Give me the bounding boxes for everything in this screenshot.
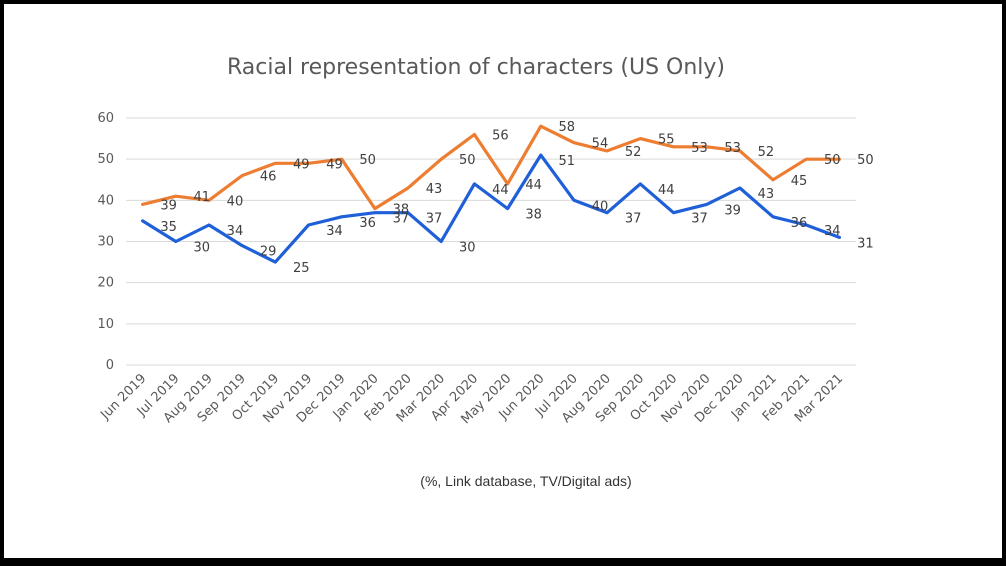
series-line-blue bbox=[141, 153, 842, 264]
chart-subtitle: (%, Link database, TV/Digital ads) bbox=[420, 473, 631, 489]
data-label-orange: 39 bbox=[160, 198, 177, 213]
data-label-orange: 53 bbox=[724, 141, 741, 156]
data-label-orange: 41 bbox=[193, 190, 210, 205]
data-label-orange: 38 bbox=[393, 203, 410, 218]
data-label-blue: 34 bbox=[824, 224, 841, 239]
y-tick-label: 0 bbox=[106, 358, 114, 373]
data-label-orange: 58 bbox=[558, 120, 575, 135]
data-label-orange: 52 bbox=[758, 145, 775, 160]
data-label-orange: 50 bbox=[857, 153, 874, 168]
y-tick-label: 10 bbox=[97, 317, 114, 332]
data-label-blue: 44 bbox=[658, 183, 675, 198]
data-label-blue: 36 bbox=[359, 216, 376, 231]
data-label-blue: 43 bbox=[758, 187, 775, 202]
data-label-orange: 50 bbox=[824, 153, 841, 168]
chart-title: Racial representation of characters (US … bbox=[227, 55, 725, 80]
data-label-orange: 52 bbox=[625, 145, 642, 160]
data-label-blue: 34 bbox=[326, 224, 343, 239]
data-label-blue: 29 bbox=[260, 245, 277, 260]
line-chart: Racial representation of characters (US … bbox=[97, 55, 873, 489]
y-axis: 0 10 20 30 40 50 60 bbox=[97, 111, 114, 373]
data-label-blue: 30 bbox=[193, 241, 210, 256]
data-label-blue: 30 bbox=[459, 241, 476, 256]
data-label-blue: 35 bbox=[160, 220, 177, 235]
data-label-blue: 37 bbox=[426, 212, 443, 227]
data-labels: 39 41 40 46 49 49 50 38 43 50 56 44 58 54 52 55 53 53 52 45… bbox=[160, 120, 873, 276]
y-tick-label: 60 bbox=[97, 111, 114, 126]
data-label-orange: 44 bbox=[525, 178, 542, 193]
chart-frame: Racial representation of characters (US … bbox=[4, 4, 1002, 558]
data-label-blue: 44 bbox=[492, 183, 509, 198]
data-label-orange: 56 bbox=[492, 128, 509, 143]
data-label-blue: 31 bbox=[857, 236, 874, 251]
data-label-orange: 53 bbox=[691, 141, 708, 156]
data-label-orange: 50 bbox=[459, 153, 476, 168]
data-label-blue: 34 bbox=[227, 224, 244, 239]
data-label-blue: 39 bbox=[724, 203, 741, 218]
data-label-orange: 54 bbox=[592, 137, 609, 152]
data-label-blue: 40 bbox=[592, 199, 609, 214]
data-label-orange: 49 bbox=[326, 157, 343, 172]
data-label-blue: 37 bbox=[625, 212, 642, 227]
data-label-orange: 49 bbox=[293, 157, 310, 172]
data-label-orange: 46 bbox=[260, 170, 277, 185]
data-label-blue: 37 bbox=[691, 212, 708, 227]
data-label-blue: 37 bbox=[393, 212, 410, 227]
data-label-orange: 55 bbox=[658, 133, 675, 148]
y-tick-label: 20 bbox=[97, 276, 114, 291]
data-label-blue: 51 bbox=[558, 154, 575, 169]
data-label-orange: 50 bbox=[359, 153, 376, 168]
data-label-orange: 43 bbox=[426, 182, 443, 197]
data-label-orange: 45 bbox=[791, 174, 808, 189]
series-line-orange bbox=[141, 124, 842, 211]
y-tick-label: 40 bbox=[97, 193, 114, 208]
data-label-blue: 38 bbox=[525, 208, 542, 223]
data-label-blue: 36 bbox=[791, 216, 808, 231]
data-label-orange: 40 bbox=[227, 194, 244, 209]
y-tick-label: 50 bbox=[97, 152, 114, 167]
y-tick-label: 30 bbox=[97, 235, 114, 250]
data-label-blue: 25 bbox=[293, 261, 310, 276]
series-lines bbox=[141, 124, 842, 264]
